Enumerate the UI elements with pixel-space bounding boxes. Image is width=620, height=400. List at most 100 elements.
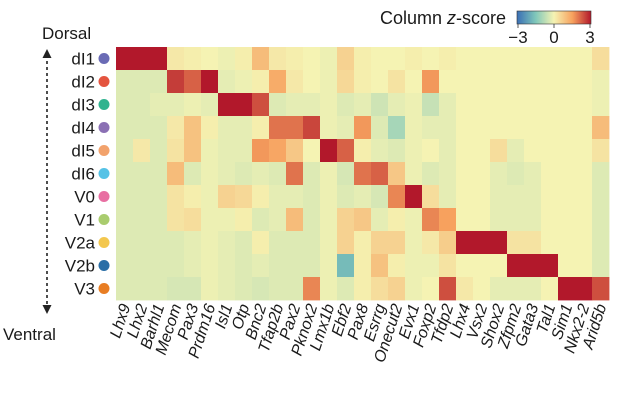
dorsal-ventral-arrow [42,49,52,314]
heatmap-cell [473,116,491,140]
row-label: V0 [74,188,95,207]
heatmap-cell [371,185,389,209]
heatmap-cell [405,162,423,186]
heatmap-cell [116,162,134,186]
heatmap-cell [490,231,508,255]
heatmap-cell [218,139,236,163]
heatmap-cell [507,208,525,232]
heatmap-cell [235,93,253,117]
heatmap-cell [184,47,202,71]
row-color-dot [98,76,110,87]
heatmap-cell [286,231,304,255]
row-color-dot [98,53,110,64]
heatmap-cell [371,254,389,278]
heatmap-cell [439,231,457,255]
heatmap-cell [558,254,576,278]
heatmap-cell [405,231,423,255]
heatmap-cell [252,162,270,186]
heatmap-cell [167,116,185,140]
heatmap-cell [388,231,406,255]
heatmap-cell [150,70,168,94]
heatmap-cell [422,162,440,186]
row-label: V2a [65,234,96,253]
heatmap-cell [405,208,423,232]
heatmap-cell [167,70,185,94]
heatmap-cell [592,185,610,209]
heatmap-cell [422,47,440,71]
heatmap-cell [320,231,338,255]
heatmap-cell [201,93,219,117]
heatmap-cell [235,277,253,301]
heatmap-cell [133,116,151,140]
heatmap-cell [286,116,304,140]
heatmap-cell [252,185,270,209]
heatmap-cell [286,162,304,186]
heatmap-cell [405,47,423,71]
heatmap-cell [218,185,236,209]
heatmap-cell [303,116,321,140]
row-label: dI1 [71,50,95,69]
heatmap-cell [167,231,185,255]
row-label: V1 [74,211,95,230]
row-color-dot [98,99,110,110]
ventral-label: Ventral [3,325,56,344]
heatmap-cell [133,93,151,117]
heatmap-cell [303,231,321,255]
heatmap-cell [405,139,423,163]
heatmap-cell [167,93,185,117]
heatmap-cell [541,139,559,163]
heatmap-cell [524,162,542,186]
heatmap-cell [507,231,525,255]
heatmap-cell [422,116,440,140]
heatmap-cell [456,208,474,232]
heatmap-cell [371,139,389,163]
heatmap-cell [575,277,593,301]
heatmap-cell [507,254,525,278]
heatmap-cell [116,70,134,94]
heatmap-cell [558,208,576,232]
heatmap-cell [575,254,593,278]
heatmap-cell [150,139,168,163]
heatmap-cell [371,231,389,255]
heatmap-cell [575,162,593,186]
heatmap-cell [337,47,355,71]
heatmap-cell [116,185,134,209]
colorbar-gradient [516,10,592,25]
heatmap-cell [235,254,253,278]
heatmap-cell [184,231,202,255]
heatmap-cell [133,162,151,186]
heatmap-cell [371,208,389,232]
heatmap-cell [490,93,508,117]
heatmap-cell [286,139,304,163]
heatmap-cell [388,277,406,301]
heatmap-cell [473,254,491,278]
heatmap-cell [541,231,559,255]
heatmap-cell [167,47,185,71]
heatmap-cell [320,93,338,117]
heatmap-cell [524,93,542,117]
heatmap-cell [269,162,287,186]
heatmap-cell [473,231,491,255]
heatmap-cell [558,277,576,301]
heatmap-cell [303,70,321,94]
heatmap-cell [252,116,270,140]
heatmap-cell [218,277,236,301]
heatmap-cell [541,208,559,232]
row-label: dI4 [71,119,95,138]
heatmap-cell [303,185,321,209]
heatmap-cell [388,139,406,163]
heatmap-cell [150,93,168,117]
heatmap-cell [405,254,423,278]
row-color-dot [98,168,110,179]
heatmap-cell [286,254,304,278]
heatmap-cell [371,277,389,301]
heatmap-cell [269,93,287,117]
heatmap-cell [218,47,236,71]
heatmap-cell [286,93,304,117]
heatmap-cell [388,70,406,94]
heatmap-cell [320,254,338,278]
row-label: dI2 [71,73,95,92]
heatmap-cell [116,277,134,301]
heatmap-cell [592,208,610,232]
